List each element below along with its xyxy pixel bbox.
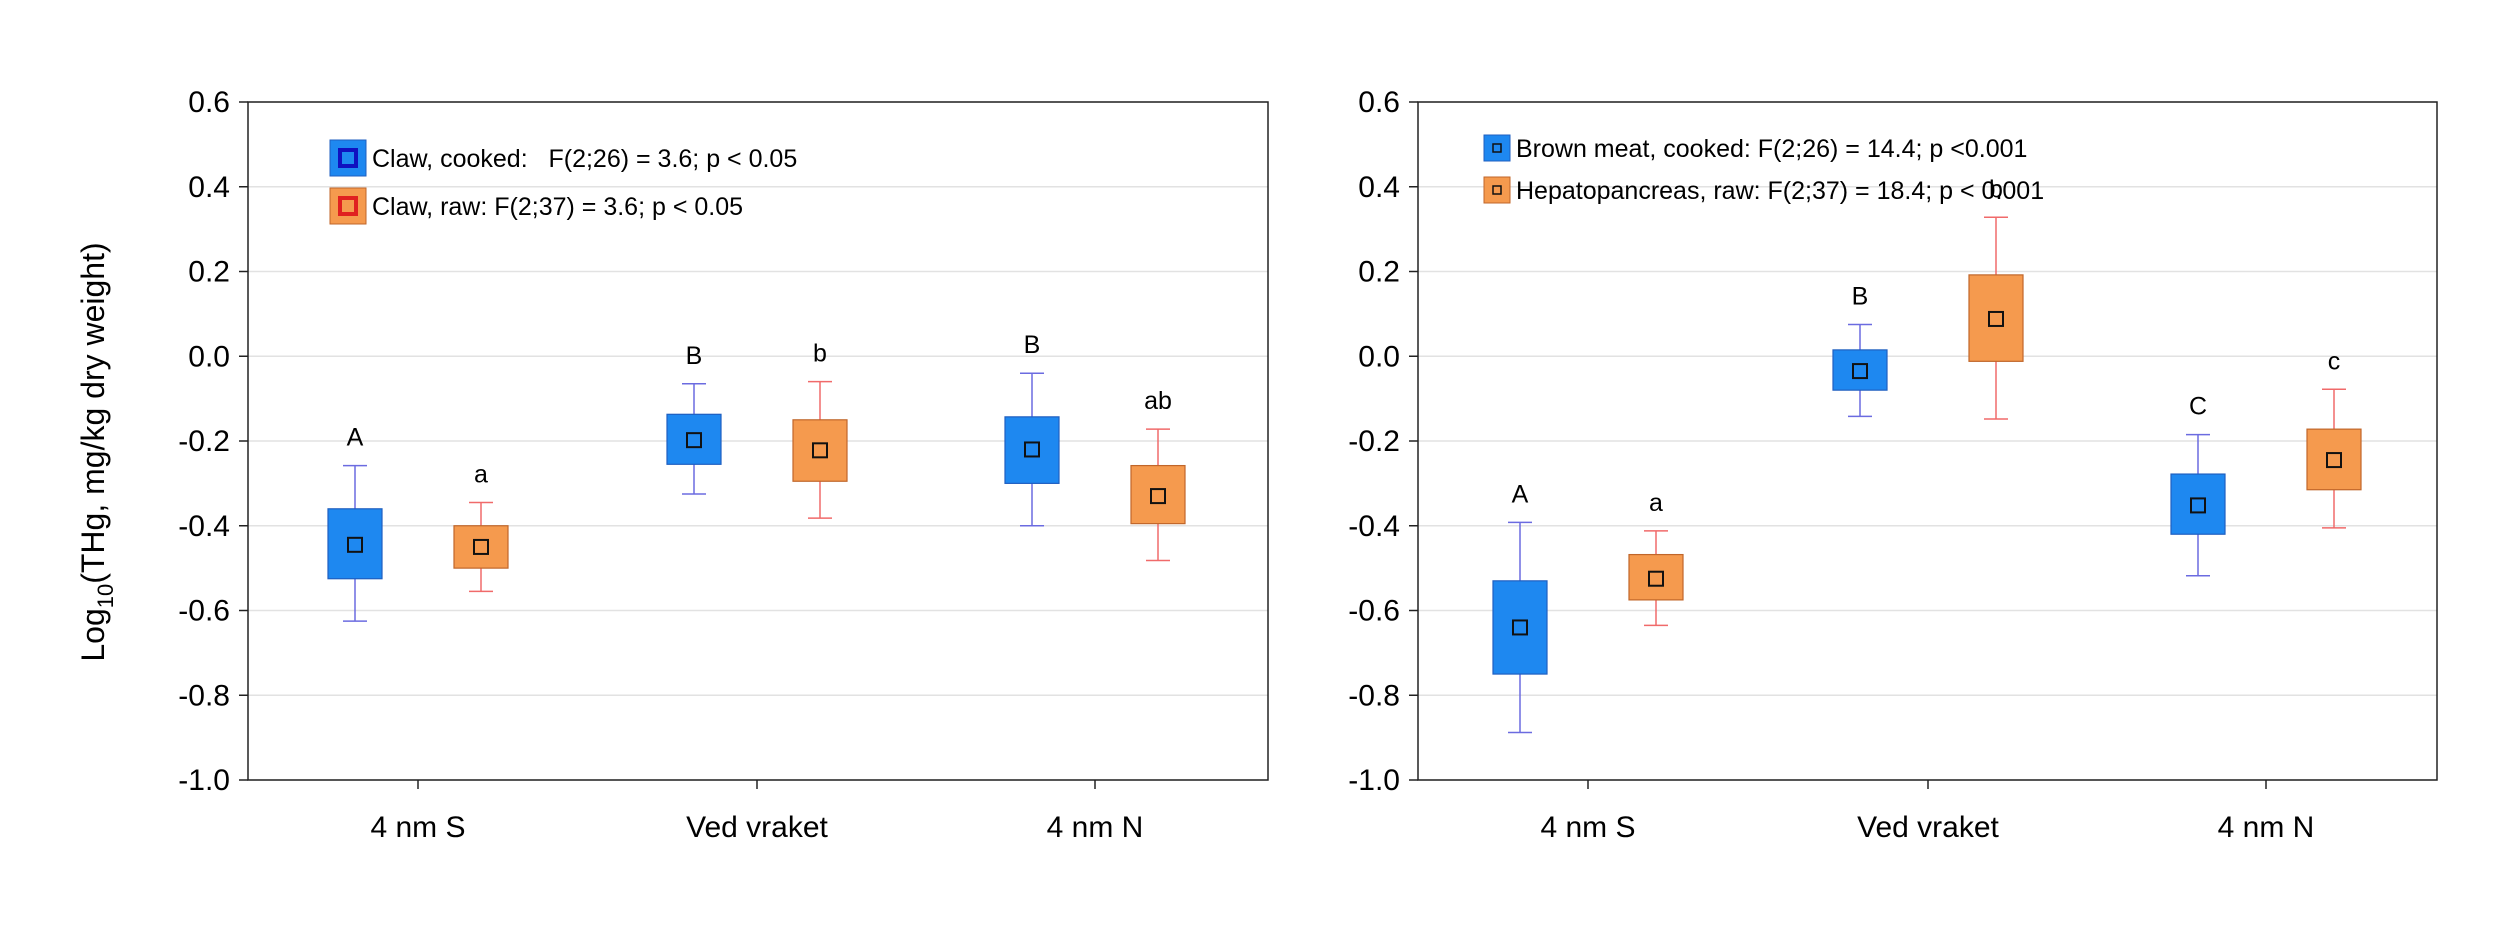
x-tick-label: 4 nm S bbox=[1540, 811, 1635, 844]
y-tick-label: -1.0 bbox=[178, 764, 230, 797]
legend-swatch bbox=[329, 139, 367, 177]
significance-letter: ab bbox=[1144, 387, 1172, 415]
y-tick-label: -0.2 bbox=[178, 425, 230, 458]
mean-marker bbox=[473, 538, 489, 555]
y-tick-label: 0.6 bbox=[188, 86, 230, 119]
significance-letter: C bbox=[2189, 393, 2207, 421]
y-tick-label: -0.6 bbox=[1348, 595, 1400, 628]
significance-letter: A bbox=[347, 424, 364, 452]
x-tick-label: 4 nm N bbox=[1047, 811, 1144, 844]
y-tick-label: -0.8 bbox=[178, 679, 230, 712]
y-tick-label: -0.8 bbox=[1348, 679, 1400, 712]
box bbox=[1492, 580, 1548, 675]
box bbox=[1130, 464, 1186, 525]
box bbox=[327, 508, 383, 580]
y-tick-label: -0.6 bbox=[178, 595, 230, 628]
significance-letter: B bbox=[1024, 331, 1041, 359]
box bbox=[1628, 553, 1684, 601]
legend-swatch bbox=[1483, 134, 1511, 162]
y-tick-label: 0.2 bbox=[1358, 256, 1400, 289]
box bbox=[1832, 349, 1888, 391]
mean-marker bbox=[1150, 488, 1166, 505]
significance-letter: B bbox=[686, 342, 703, 370]
significance-letter: a bbox=[474, 460, 488, 488]
legend-label: Hepatopancreas, raw: F(2;37) = 18.4; p <… bbox=[1516, 177, 2044, 205]
legend-marker bbox=[338, 148, 358, 168]
x-tick-label: 4 nm S bbox=[370, 811, 465, 844]
significance-letter: a bbox=[1649, 489, 1663, 517]
significance-letter: A bbox=[1512, 480, 1529, 508]
legend-marker bbox=[1492, 143, 1502, 153]
y-tick-label: -0.4 bbox=[1348, 510, 1400, 543]
mean-marker bbox=[1024, 441, 1040, 458]
legend-swatch bbox=[329, 187, 367, 225]
legend-label: Brown meat, cooked: F(2;26) = 14.4; p <0… bbox=[1516, 135, 2027, 163]
legend-label: Claw, raw: F(2;37) = 3.6; p < 0.05 bbox=[372, 193, 743, 221]
legend-label: Claw, cooked: F(2;26) = 3.6; p < 0.05 bbox=[372, 145, 797, 173]
box bbox=[2306, 428, 2362, 491]
box bbox=[2170, 473, 2226, 535]
y-tick-label: -0.4 bbox=[178, 510, 230, 543]
x-tick-label: Ved vraket bbox=[1857, 811, 1999, 844]
mean-marker bbox=[1648, 570, 1664, 587]
y-tick-label: 0.2 bbox=[188, 256, 230, 289]
legend-swatch bbox=[1483, 176, 1511, 204]
x-tick-label: 4 nm N bbox=[2218, 811, 2315, 844]
mean-marker bbox=[1988, 310, 2004, 327]
chart-right: 0.6 0.4 0.2 0.0 -0.2 -0.4 -0.6 -0.8 -1.0 4 nm S Ve… bbox=[1348, 86, 2438, 844]
y-tick-label: 0.0 bbox=[188, 340, 230, 373]
mean-marker bbox=[1512, 619, 1528, 636]
y-tick-label: 0.0 bbox=[1358, 340, 1400, 373]
box bbox=[1004, 416, 1060, 484]
significance-letter: B bbox=[1852, 282, 1869, 310]
significance-letter: b bbox=[813, 340, 827, 368]
y-tick-label: 0.4 bbox=[188, 171, 230, 204]
legend-marker bbox=[1492, 185, 1502, 195]
mean-marker bbox=[2326, 452, 2342, 469]
y-tick-label: 0.4 bbox=[1358, 171, 1400, 204]
mean-marker bbox=[347, 536, 363, 553]
significance-letter: c bbox=[2328, 347, 2341, 375]
mean-marker bbox=[812, 442, 828, 459]
box bbox=[666, 413, 722, 465]
box bbox=[792, 419, 848, 482]
y-tick-label: -0.2 bbox=[1348, 425, 1400, 458]
chart-left: 0.6 0.4 0.2 0.0 -0.2 -0.4 -0.6 -0.8 -1.0 4 nm S Ve… bbox=[178, 86, 1269, 844]
significance-letter: b bbox=[1989, 175, 2003, 203]
mean-marker bbox=[686, 432, 702, 449]
y-axis-label: Log10(THg, mg/kg dry weight) bbox=[75, 242, 118, 661]
mean-marker bbox=[2190, 497, 2206, 514]
y-tick-label: -1.0 bbox=[1348, 764, 1400, 797]
mean-marker bbox=[1852, 363, 1868, 380]
legend-marker bbox=[338, 196, 358, 216]
x-tick-label: Ved vraket bbox=[686, 811, 828, 844]
y-tick-label: 0.6 bbox=[1358, 86, 1400, 119]
plot-frame bbox=[247, 101, 1269, 781]
box bbox=[453, 525, 509, 569]
box bbox=[1968, 274, 2024, 362]
